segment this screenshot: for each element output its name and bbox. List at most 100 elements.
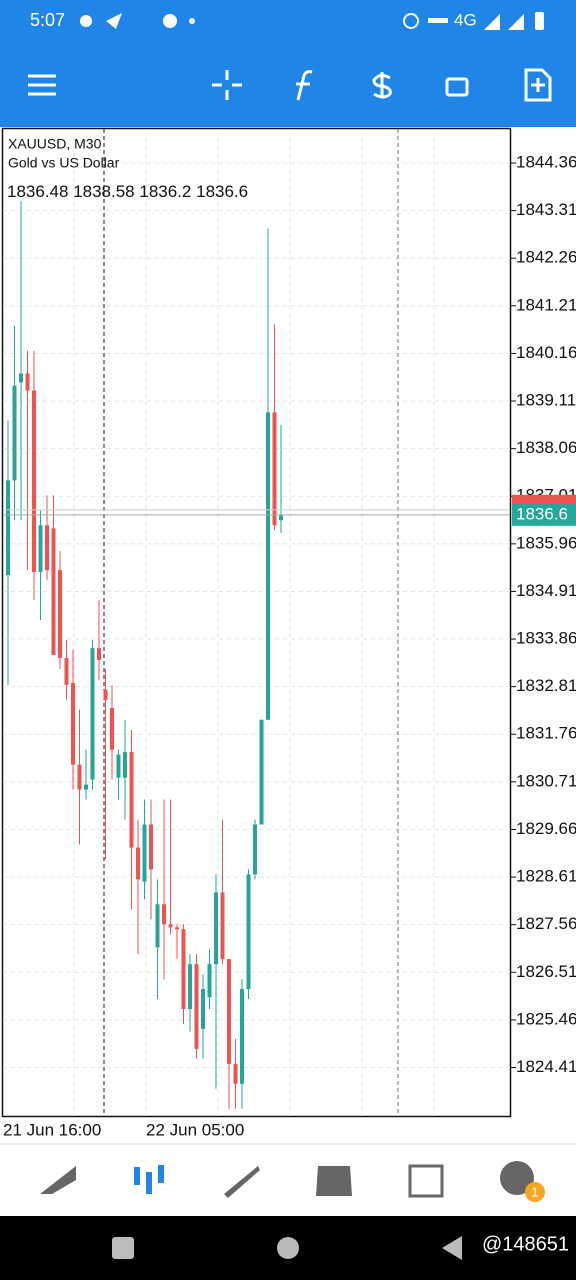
recents-button[interactable]	[112, 1237, 134, 1259]
quotes-tab[interactable]	[40, 1166, 76, 1194]
y-tick-label: 1829.66	[516, 819, 576, 838]
status-network: 4G	[454, 10, 477, 29]
symbol: XAUUSD, M30	[8, 136, 102, 152]
candle-body	[194, 964, 199, 1049]
ohlc-open: 1836.48	[7, 182, 68, 201]
candle-body	[32, 390, 36, 572]
news-tab[interactable]	[408, 1164, 444, 1198]
toolbar-icons	[28, 68, 552, 102]
bottom-nav	[40, 1161, 545, 1202]
plot	[3, 129, 510, 1116]
candle-body	[214, 892, 218, 965]
back-button[interactable]	[442, 1236, 462, 1260]
candle-body	[279, 514, 283, 521]
y-tick-label: 1832.81	[516, 676, 576, 695]
windows-icon[interactable]	[445, 77, 469, 97]
candle-body	[84, 784, 88, 790]
candle-body	[142, 824, 147, 882]
trade-icon[interactable]	[372, 72, 392, 99]
y-tick-label: 1835.96	[516, 533, 576, 552]
menu-icon[interactable]	[28, 74, 56, 96]
candle-body	[64, 658, 69, 685]
y-tick-label: 1825.46	[516, 1009, 576, 1028]
candle-body	[246, 874, 251, 990]
candle-body	[110, 707, 114, 750]
candle-body	[207, 964, 212, 998]
candle-body	[201, 989, 205, 1029]
ohlc-high: 1838.58	[73, 182, 134, 201]
candle-body	[25, 373, 30, 391]
candle-body	[129, 751, 134, 848]
y-tick-label: 1826.51	[516, 962, 576, 981]
home-button[interactable]	[277, 1237, 299, 1259]
candle-body	[51, 528, 56, 655]
y-tick-label: 1839.11	[516, 391, 576, 410]
time-label: 21 Jun 16:00	[3, 1120, 101, 1139]
candle-body	[272, 412, 277, 526]
y-tick-label: 1827.56	[516, 914, 576, 933]
new-order-icon[interactable]	[524, 68, 552, 102]
ohlc-close: 1836.6	[196, 182, 248, 201]
indicator-icon[interactable]	[296, 70, 313, 101]
candle-body	[227, 959, 231, 1064]
candle-body	[266, 412, 270, 720]
candle-body	[97, 648, 101, 660]
y-tick-label: 1840.16	[516, 343, 576, 362]
candle-body	[188, 964, 192, 1010]
candle-body	[19, 373, 23, 383]
candle-body	[175, 927, 179, 930]
description: Gold vs US Dollar	[8, 155, 120, 171]
candle-body	[45, 525, 49, 571]
y-tick-label: 1831.76	[516, 724, 576, 743]
time-label: 22 Jun 05:00	[146, 1120, 244, 1139]
candle-body	[155, 904, 160, 948]
candle-body	[149, 824, 153, 870]
ohlc-low: 1836.2	[139, 182, 191, 201]
candle-body	[136, 847, 140, 880]
chart-frame	[1, 127, 512, 1118]
status-time: 5:07	[30, 10, 65, 30]
candle-body	[181, 929, 186, 1010]
candle-body	[259, 719, 264, 825]
watermark: @148651	[482, 1233, 569, 1255]
top-bar	[0, 0, 576, 127]
y-tick-label: 1842.26	[516, 248, 576, 267]
y-tick-label: 1830.71	[516, 771, 576, 790]
candle-body	[71, 683, 75, 765]
y-tick-label: 1834.91	[516, 581, 576, 600]
y-tick-label: 1838.06	[516, 438, 576, 457]
y-tick-label: 1824.41	[516, 1057, 576, 1076]
price-tag	[512, 503, 576, 526]
candle-body	[77, 764, 82, 790]
crosshair-icon[interactable]	[212, 70, 242, 100]
price-tag-label: 1836.6	[516, 504, 568, 523]
chart-tab[interactable]	[134, 1165, 164, 1194]
y-tick-label: 1843.31	[516, 200, 576, 219]
candle-body	[162, 904, 166, 925]
candle-body	[103, 689, 108, 700]
ohlc-readout: 1836.48 1838.58 1836.2 1836.6	[7, 182, 248, 201]
status-icons	[80, 12, 544, 30]
y-tick-label: 1841.21	[516, 295, 576, 314]
history-tab[interactable]	[316, 1166, 352, 1196]
candle-body	[58, 570, 62, 659]
y-tick-label: 1833.86	[516, 629, 576, 648]
y-tick-label: 1828.61	[516, 867, 576, 886]
candle-body	[90, 648, 95, 780]
candle-body	[12, 385, 17, 481]
candle-body	[6, 480, 10, 576]
candle-body	[240, 989, 244, 1084]
candle-body	[38, 525, 43, 572]
badge	[525, 1182, 545, 1202]
chat-tab[interactable]	[500, 1161, 534, 1195]
candle-body	[220, 892, 225, 960]
candle-body	[233, 1063, 238, 1084]
candle-body	[253, 824, 257, 875]
candle-body	[116, 754, 121, 778]
badge-count: 1	[531, 1184, 538, 1199]
candle-body	[123, 751, 127, 778]
candle-body	[168, 924, 173, 928]
y-tick-label: 1844.36	[516, 152, 576, 171]
trade-tab[interactable]	[224, 1166, 260, 1198]
